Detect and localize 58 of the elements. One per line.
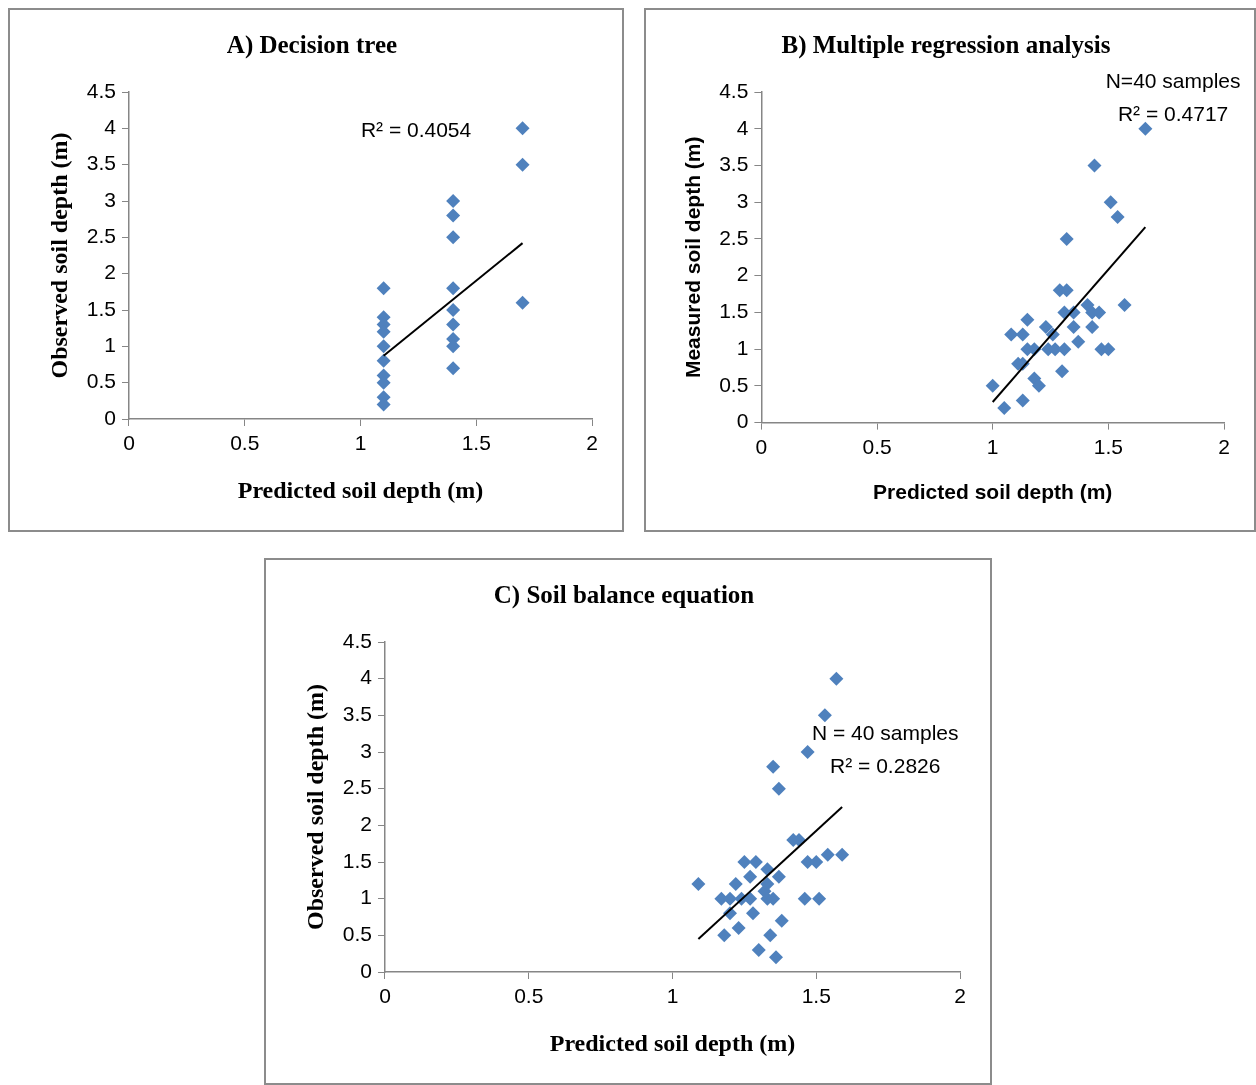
y-tick-label: 2.5 xyxy=(719,225,749,249)
y-tick-label: 1.5 xyxy=(342,848,372,872)
annotation: R² = 0.4717 xyxy=(1117,101,1229,125)
y-tick-label: 4 xyxy=(360,665,373,689)
y-tick-label: 4 xyxy=(736,115,749,139)
x-tick-label: 1.5 xyxy=(461,431,491,455)
y-tick-label: 2.5 xyxy=(86,224,116,248)
y-tick-label: 0 xyxy=(736,409,749,433)
y-tick-label: 4 xyxy=(104,115,117,139)
y-tick-label: 3.5 xyxy=(342,702,372,726)
y-tick-label: 3.5 xyxy=(86,151,116,175)
y-tick-label: 2 xyxy=(736,262,749,286)
y-tick-label: 0 xyxy=(360,958,372,982)
y-tick-label: 2 xyxy=(360,812,372,836)
y-tick-label: 0.5 xyxy=(86,369,116,393)
chart-title: A) Decision tree xyxy=(226,31,398,60)
annotation: R² = 0.4054 xyxy=(360,118,472,142)
chart-title: B) Multiple regression analysis xyxy=(781,31,1111,60)
y-tick-label: 1 xyxy=(104,333,116,357)
annotation: N = 40 samples xyxy=(812,721,959,745)
y-tick-label: 0 xyxy=(104,405,116,429)
y-tick-label: 4.5 xyxy=(342,628,372,652)
y-tick-label: 3 xyxy=(104,187,116,211)
x-axis-title: Predicted soil depth (m) xyxy=(549,1029,796,1056)
x-tick-label: 2 xyxy=(954,984,966,1008)
x-axis-title: Predicted soil depth (m) xyxy=(237,476,484,503)
y-axis-title: Observed soil depth (m) xyxy=(45,132,72,379)
y-tick-label: 4.5 xyxy=(86,78,116,102)
x-tick-label: 2 xyxy=(1218,435,1230,458)
y-tick-label: 2 xyxy=(104,260,116,284)
x-tick-label: 2 xyxy=(586,431,598,455)
text: N=40 samples xyxy=(1105,68,1241,92)
annotation: R² = 0.2826 xyxy=(830,754,941,778)
y-tick-label: 4.5 xyxy=(719,78,749,102)
x-tick-label: 0.5 xyxy=(230,431,260,455)
x-tick-label: 0 xyxy=(123,431,135,455)
x-tick-label: 0 xyxy=(755,435,768,458)
y-tick-label: 3 xyxy=(736,189,749,212)
y-tick-label: 2.5 xyxy=(342,775,372,799)
y-tick-label: 0.5 xyxy=(342,922,372,946)
y-tick-label: 3 xyxy=(360,738,372,762)
y-tick-label: 0.5 xyxy=(719,372,749,396)
y-axis-title: Measured soil depth (m) xyxy=(681,136,705,379)
x-tick-label: 1.5 xyxy=(801,984,831,1008)
chart-title: C) Soil balance equation xyxy=(493,581,755,610)
x-tick-label: 1.5 xyxy=(1093,435,1123,458)
y-tick-label: 1.5 xyxy=(86,296,116,320)
x-tick-label: 1 xyxy=(986,435,999,458)
y-tick-label: 1.5 xyxy=(719,299,749,323)
y-tick-label: 3.5 xyxy=(719,152,749,176)
x-tick-label: 0.5 xyxy=(514,984,544,1008)
y-tick-label: 1 xyxy=(736,335,749,359)
x-axis-title: Predicted soil depth (m) xyxy=(873,480,1113,504)
y-axis-title: Observed soil depth (m) xyxy=(301,684,328,930)
x-tick-label: 0 xyxy=(379,984,391,1008)
x-tick-label: 0.5 xyxy=(862,435,892,458)
y-tick-label: 1 xyxy=(360,885,372,909)
x-tick-label: 1 xyxy=(666,984,679,1008)
